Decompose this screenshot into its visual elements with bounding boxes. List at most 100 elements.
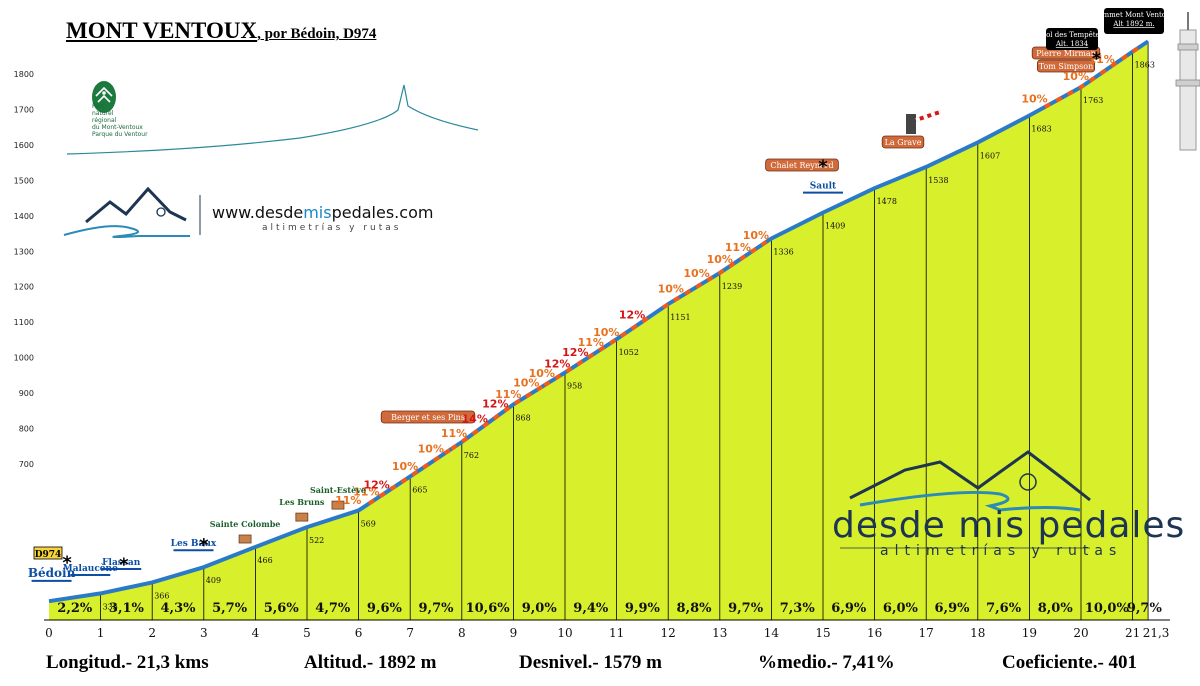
y-tick-label: 1100	[14, 318, 34, 327]
place-label: Bédoin	[28, 566, 76, 580]
steep-segment-highlight	[367, 447, 453, 506]
segment-percent-label: 11%	[335, 494, 361, 507]
x-tick-label: 2	[148, 626, 156, 640]
barrier-icon	[906, 110, 941, 134]
marks-layer	[31, 8, 1164, 620]
segment-percent-label: 10%	[743, 229, 769, 242]
place-label: Sainte Colombe	[210, 519, 281, 529]
place-label: Saint-Estève	[310, 485, 366, 495]
altitude-point-label: 958	[567, 382, 582, 391]
altitude-point-label: 1239	[722, 282, 742, 291]
landmark-sign-box	[380, 410, 476, 424]
segment-percent-label: 14%	[462, 413, 488, 426]
segment-percent-label: 10%	[418, 443, 444, 456]
steep-segment-highlight	[1043, 43, 1145, 109]
km-gradient-label: 6,9%	[935, 601, 971, 616]
km-gradient-label: 2,2%	[57, 601, 93, 616]
km-gradient-label: 7,6%	[986, 601, 1022, 616]
segment-percent-label: 10%	[1063, 70, 1089, 83]
brand-website-prefix: www.desde	[212, 203, 304, 222]
y-tick-label: 700	[19, 460, 34, 469]
village-house-icon	[295, 512, 309, 522]
y-tick-label: 1500	[14, 176, 34, 185]
segment-percent-label: 10%	[1021, 93, 1047, 106]
segment-percent-label: 10%	[392, 460, 418, 473]
altitude-point-label: 1683	[1031, 124, 1051, 133]
park-logo-text: Parc naturel régional du Mont-Ventoux Parque…	[92, 103, 148, 138]
km-gradient-label: 3,1%	[109, 601, 145, 616]
y-tick-label: 900	[19, 389, 34, 398]
x-tick-label: 10	[557, 626, 572, 640]
park-text-line: naturel	[92, 110, 114, 117]
grid-layer: 1800 1700 1600 1500 1400 1300 1200 1100 1000 900 8…	[14, 70, 34, 469]
landmark-sign-box	[765, 158, 839, 172]
segment-percent-label: 12%	[619, 309, 645, 322]
brand-website-suffix: pedales.com	[331, 203, 434, 222]
altitude-point-label: 1052	[619, 348, 639, 357]
segment-percent-label: 12%	[482, 398, 508, 411]
x-tick-label: 7	[406, 626, 414, 640]
profile-area-fill	[49, 41, 1149, 620]
place-label: Flassan	[102, 558, 141, 568]
km-gradient-label: 9,7%	[419, 601, 455, 616]
y-tick-label: 1800	[14, 70, 34, 79]
km-gradient-label: 8,8%	[677, 601, 713, 616]
y-tick-label: 1600	[14, 141, 34, 150]
altitude-point-label: 1863	[1135, 61, 1155, 70]
x-tick-label: 9	[510, 626, 518, 640]
km-gradient-label: 5,7%	[212, 601, 248, 616]
altitude-point-label: 1409	[825, 222, 845, 231]
y-tick-label: 1400	[14, 212, 34, 221]
x-tick-label: 12	[661, 626, 676, 640]
observatory-tower-icon	[1175, 12, 1200, 151]
park-text-line: régional	[92, 117, 117, 124]
altitude-point-label: 868	[515, 413, 530, 422]
x-tick-label: 8	[458, 626, 466, 640]
brand-small-mountains	[63, 186, 201, 238]
x-tick-label: 4	[252, 626, 260, 640]
x-tick-label: 11	[609, 626, 624, 640]
segment-percent-label: 11%	[578, 336, 604, 349]
asterisk-marker: *	[1092, 48, 1102, 69]
profile-area-layer	[44, 41, 1170, 621]
place-label: Les Bruns	[279, 497, 325, 507]
y-tick-label: 1000	[14, 354, 34, 363]
altitude-point-label: 1336	[773, 248, 793, 257]
x-tick-label: 13	[712, 626, 727, 640]
brand-website: www.desdemispedales.com	[212, 203, 433, 222]
km-gradient-label: 7,3%	[780, 601, 816, 616]
segment-percent-label: 12%	[562, 346, 588, 359]
x-tick-label: 17	[919, 626, 934, 640]
altitude-point-label: 665	[412, 485, 427, 494]
y-tick-label: 1700	[14, 105, 34, 114]
title-main: MONT VENTOUX	[66, 18, 258, 43]
x-tick-label: 0	[45, 626, 53, 640]
altitude-point-label: 1763	[1083, 96, 1103, 105]
x-tick-label: 19	[1022, 626, 1037, 640]
footer-medio: %medio.- 7,41%	[758, 652, 895, 673]
altitude-point-label: 1151	[670, 313, 690, 322]
km-gradient-label: 8,0%	[1038, 601, 1074, 616]
profile-line	[48, 39, 1150, 604]
place-label: Les Baux	[171, 539, 217, 549]
segment-percent-label: 11%	[725, 241, 751, 254]
village-house-icon	[238, 534, 252, 544]
segment-percent-label: 10%	[658, 283, 684, 296]
x-tick-label: 16	[867, 626, 882, 640]
x-tick-label: 15	[815, 626, 830, 640]
altitude-point-label: 466	[257, 556, 272, 565]
landmark-sign-box	[1037, 59, 1096, 73]
segment-percent-label: 11%	[1088, 53, 1114, 66]
text-layer: 3353664094665225696657628689581052115112…	[28, 11, 1175, 640]
steep-segment-highlight	[450, 383, 546, 451]
road-label: D974	[35, 550, 62, 560]
km-gradient-label: 5,6%	[264, 601, 300, 616]
place-label: Sault	[810, 182, 837, 192]
place-label: Malaucène	[63, 563, 118, 574]
y-tick-label: 1200	[14, 283, 34, 292]
x-tick-label: 21,3	[1143, 626, 1170, 640]
x-tick-label: 20	[1073, 626, 1088, 640]
park-text-line: Parc	[92, 103, 105, 110]
x-tick-label: 18	[970, 626, 985, 640]
